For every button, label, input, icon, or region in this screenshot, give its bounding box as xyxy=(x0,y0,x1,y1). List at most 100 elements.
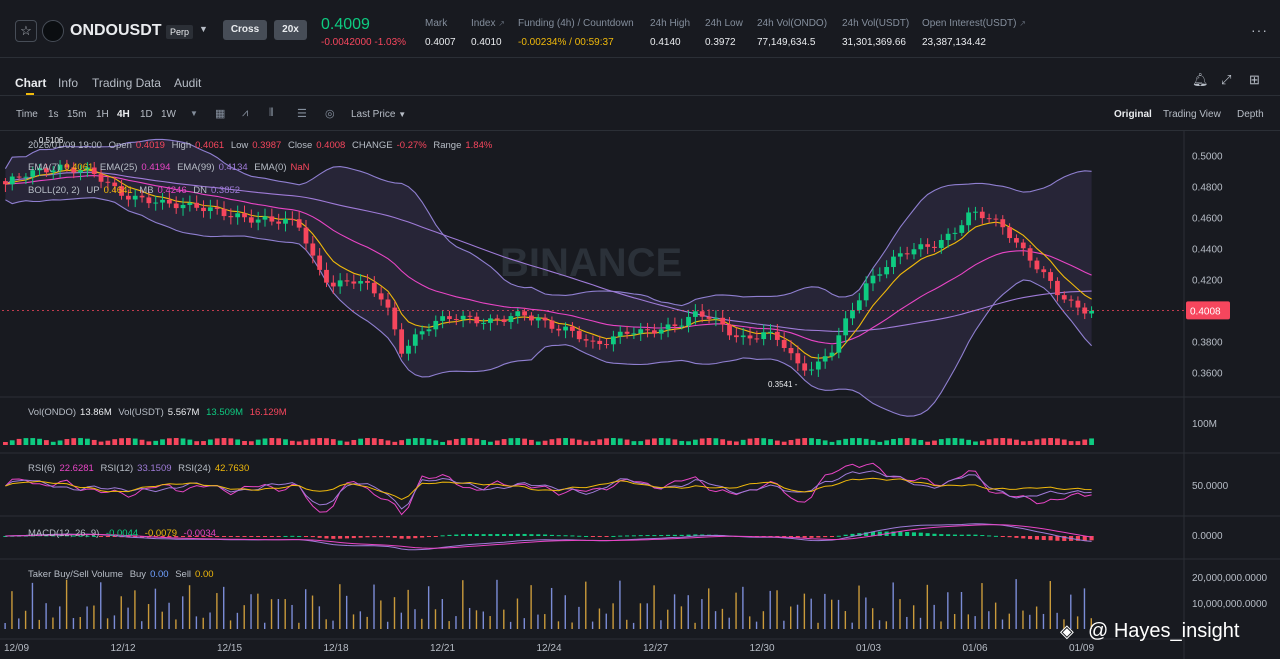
candle-body xyxy=(788,347,794,354)
candle-body xyxy=(173,203,179,209)
view-trading-view[interactable]: Trading View xyxy=(1163,109,1221,120)
candle-body xyxy=(747,335,753,339)
symbol-title[interactable]: ONDOUSDT xyxy=(70,22,162,39)
candle-body xyxy=(611,336,616,345)
candle-body xyxy=(180,204,186,209)
more-menu-icon[interactable]: ··· xyxy=(1251,22,1268,38)
candle-body xyxy=(447,316,452,320)
macd-histogram-bar xyxy=(584,535,589,537)
candle-type-icon[interactable]: ⫴ xyxy=(269,107,274,119)
interval-4h[interactable]: 4H xyxy=(117,109,130,120)
taker-volume-bar xyxy=(332,620,334,629)
volume-bar xyxy=(754,438,760,445)
interval-1d[interactable]: 1D xyxy=(140,109,153,120)
volume-bar xyxy=(768,439,773,445)
view-original[interactable]: Original xyxy=(1114,109,1152,120)
taker-volume-bar xyxy=(421,618,423,629)
volume-bar xyxy=(1034,439,1040,445)
candle-body xyxy=(809,369,814,371)
date-tick-label: 12/12 xyxy=(111,643,136,654)
taker-volume-bar xyxy=(1070,594,1072,629)
tab-audit[interactable]: Audit xyxy=(174,76,202,90)
interval-1h[interactable]: 1H xyxy=(96,109,109,120)
volume-bar xyxy=(959,438,965,445)
margin-mode-button[interactable]: Cross xyxy=(223,20,267,40)
volume-bar xyxy=(631,441,637,445)
macd-histogram-bar xyxy=(440,535,445,537)
interval-1s[interactable]: 1s xyxy=(48,109,59,120)
macd-histogram-bar xyxy=(672,534,677,536)
macd-axis-label: 0.0000 xyxy=(1192,531,1223,542)
rsi6-line xyxy=(5,462,1092,516)
view-depth[interactable]: Depth xyxy=(1237,109,1264,120)
macd-histogram-bar xyxy=(133,536,138,538)
symbol-dropdown-icon[interactable]: ▼ xyxy=(199,24,208,34)
chart-canvas[interactable]: BINANCE 0.5000 0.4800 0.4600 0.4400 0.4200 0.4… xyxy=(0,131,1280,659)
macd-histogram-bar xyxy=(891,531,896,536)
volume-bar xyxy=(78,438,83,445)
price-type-select[interactable]: Last Price ▼ xyxy=(351,109,406,120)
macd-histogram-bar xyxy=(665,534,671,536)
last-price: 0.4009 xyxy=(321,16,370,33)
indicator-icon[interactable]: ⩘ xyxy=(242,107,249,119)
volume-bar xyxy=(303,439,309,445)
chart-area[interactable]: BINANCE 0.5000 0.4800 0.4600 0.4400 0.4200 0.4… xyxy=(0,131,1280,659)
taker-volume-bar xyxy=(414,609,416,629)
taker-volume-bar xyxy=(441,599,444,629)
taker-volume-bar xyxy=(291,604,293,629)
date-tick-label: 12/18 xyxy=(324,643,349,654)
taker-volume-bar xyxy=(742,586,744,629)
volume-bar xyxy=(733,441,739,445)
macd-histogram-bar xyxy=(993,535,998,537)
grid-layout-icon[interactable]: ⊞ xyxy=(1249,72,1260,87)
interval-1w[interactable]: 1W xyxy=(161,109,176,120)
candle-body xyxy=(378,293,384,300)
taker-volume-bar xyxy=(865,597,867,629)
volume-bar xyxy=(426,438,432,445)
candle-body xyxy=(843,318,849,336)
volume-bar xyxy=(576,439,582,445)
candle-body xyxy=(932,246,937,248)
candle-body xyxy=(16,176,22,178)
link-icon[interactable]: ↗ xyxy=(498,19,505,28)
candle-body xyxy=(337,280,343,287)
volume-bar xyxy=(412,438,418,445)
target-icon[interactable]: ◎ xyxy=(325,108,335,120)
expand-icon[interactable]: ⤢ xyxy=(1221,72,1232,87)
macd-histogram-bar xyxy=(71,535,76,537)
taker-volume-bar xyxy=(31,582,34,629)
volume-bar xyxy=(617,438,623,445)
taker-volume-bar xyxy=(113,615,116,629)
favorite-star-icon[interactable]: ☆ xyxy=(15,20,37,42)
chart-tabs: Chart Info Trading Data Audit xyxy=(0,60,1280,96)
leverage-button[interactable]: 20x xyxy=(274,20,307,40)
volume-bar xyxy=(549,439,555,445)
taker-volume-bar xyxy=(1035,606,1038,629)
candle-body xyxy=(973,211,978,213)
candle-body xyxy=(57,164,63,171)
calendar-icon[interactable]: ▦ xyxy=(215,108,226,120)
macd-histogram-bar xyxy=(235,536,240,537)
volume-bar xyxy=(850,438,855,445)
interval-dropdown-icon[interactable]: ▼ xyxy=(190,109,198,118)
stat-24h-vol-quote: 24h Vol(USDT) 31,301,369.66 xyxy=(842,18,909,48)
candle-body xyxy=(324,269,329,283)
settings-sliders-icon[interactable]: ☰ xyxy=(297,108,307,120)
taker-volume-bar xyxy=(892,582,894,629)
bell-icon[interactable]: 🔔︎ xyxy=(1192,72,1209,87)
tab-chart[interactable]: Chart xyxy=(15,76,47,90)
macd-histogram-bar xyxy=(802,536,807,538)
interval-15m[interactable]: 15m xyxy=(67,109,87,120)
tab-trading-data[interactable]: Trading Data xyxy=(92,76,161,90)
candle-body xyxy=(993,218,999,220)
volume-bar xyxy=(242,441,247,445)
volume-bar xyxy=(194,441,200,445)
link-icon[interactable]: ↗ xyxy=(1019,19,1026,28)
candle-body xyxy=(1007,227,1013,239)
volume-bar xyxy=(324,438,329,445)
volume-bar xyxy=(822,440,828,445)
macd-histogram-bar xyxy=(283,535,288,537)
tab-info[interactable]: Info xyxy=(58,76,79,90)
taker-volume-bar xyxy=(339,584,341,629)
volume-bar xyxy=(843,438,849,445)
